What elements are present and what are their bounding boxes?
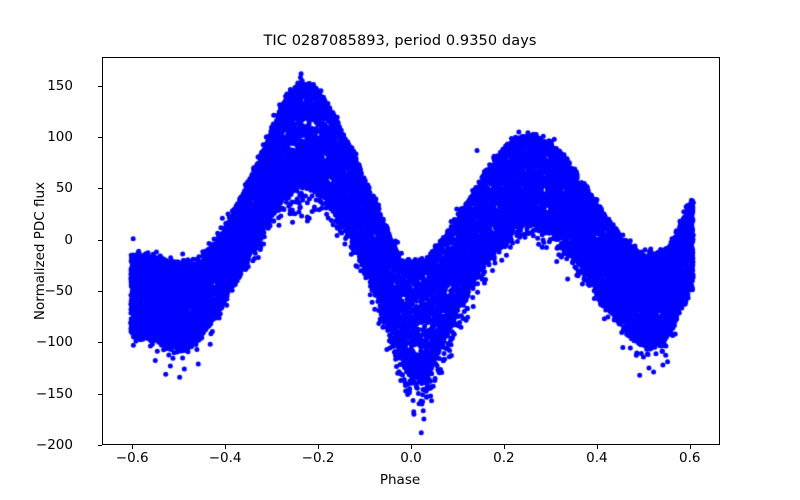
- x-tick-label: 0.6: [679, 450, 701, 466]
- y-tick-mark: [98, 85, 102, 87]
- x-tick-label: −0.2: [301, 450, 335, 466]
- y-tick-mark: [98, 393, 102, 395]
- y-tick-mark: [98, 342, 102, 344]
- y-tick-label: 0: [64, 231, 73, 248]
- y-tick-label: −200: [35, 437, 73, 453]
- x-tick-label: −0.4: [208, 450, 242, 466]
- y-tick-label: −100: [35, 334, 73, 351]
- x-tick-mark: [318, 445, 320, 449]
- page-title: TIC 0287085893, period 0.9350 days: [263, 33, 537, 49]
- y-tick-label: 100: [47, 129, 73, 146]
- y-axis-label: Normalized PDC flux: [32, 181, 48, 321]
- y-tick-label: 150: [47, 77, 73, 94]
- x-tick-mark: [225, 445, 227, 449]
- x-tick-label: −0.6: [115, 450, 149, 466]
- y-tick-mark: [98, 188, 102, 190]
- y-tick-mark: [98, 445, 102, 447]
- y-tick-label: −150: [35, 385, 73, 402]
- x-tick-label: 0.2: [493, 450, 515, 466]
- x-tick-label: 0.4: [586, 450, 608, 466]
- x-tick-mark: [411, 445, 413, 449]
- y-tick-mark: [98, 291, 102, 293]
- x-axis-label: Phase: [379, 472, 421, 488]
- y-tick-label: −50: [44, 283, 74, 300]
- x-tick-label: 0.0: [400, 450, 422, 466]
- y-tick-mark: [98, 137, 102, 139]
- x-tick-mark: [132, 445, 134, 449]
- scatter-plot-canvas: [103, 58, 719, 444]
- plot-area: [102, 57, 720, 445]
- y-tick-mark: [98, 239, 102, 241]
- y-tick-label: 50: [55, 180, 73, 197]
- x-tick-mark: [503, 445, 506, 449]
- x-tick-mark: [689, 445, 691, 449]
- x-tick-mark: [596, 445, 598, 449]
